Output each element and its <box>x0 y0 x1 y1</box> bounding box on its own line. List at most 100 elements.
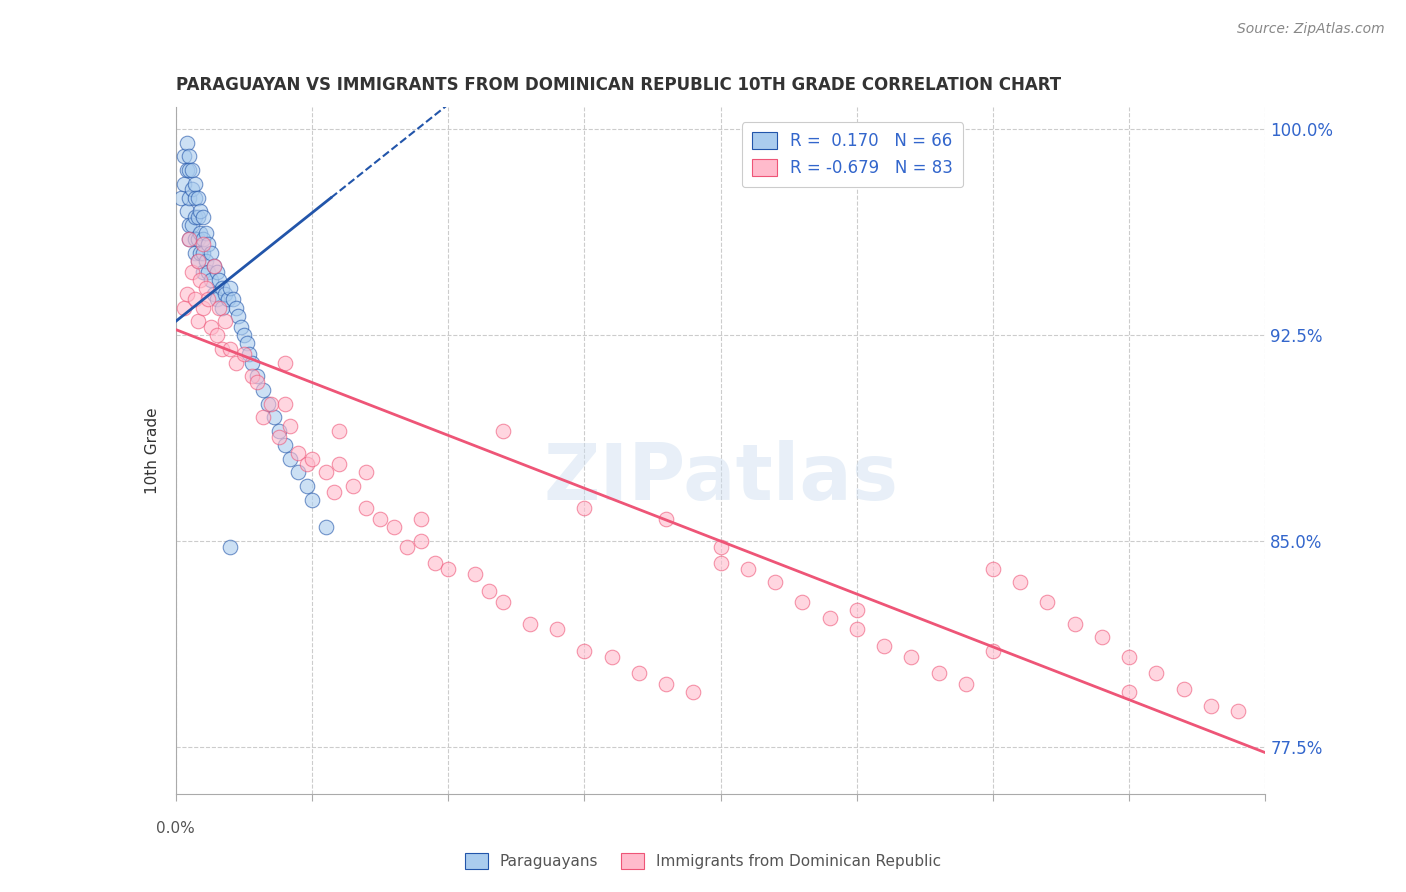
Text: 0.0%: 0.0% <box>156 822 195 837</box>
Point <box>184 191 207 205</box>
Point <box>1199 698 1222 713</box>
Point <box>627 665 650 680</box>
Point <box>1118 685 1140 699</box>
Point <box>184 293 207 307</box>
Point <box>478 583 501 598</box>
Point <box>197 237 219 252</box>
Point <box>176 136 198 150</box>
Point <box>202 260 225 274</box>
Point <box>873 639 896 653</box>
Text: PARAGUAYAN VS IMMIGRANTS FROM DOMINICAN REPUBLIC 10TH GRADE CORRELATION CHART: PARAGUAYAN VS IMMIGRANTS FROM DOMINICAN … <box>176 77 1062 95</box>
Point <box>763 575 786 590</box>
Text: Source: ZipAtlas.com: Source: ZipAtlas.com <box>1237 22 1385 37</box>
Point <box>176 163 198 178</box>
Point <box>574 501 596 516</box>
Point <box>981 644 1004 658</box>
Point <box>219 281 242 295</box>
Point <box>191 245 214 260</box>
Point <box>274 397 297 411</box>
Point <box>173 149 195 163</box>
Point <box>900 649 922 664</box>
Point <box>191 237 214 252</box>
Point <box>737 561 759 575</box>
Point <box>368 512 391 526</box>
Point <box>342 479 364 493</box>
Point <box>202 286 225 301</box>
Point <box>194 253 217 268</box>
Point <box>176 286 198 301</box>
Point <box>179 232 201 246</box>
Point <box>792 594 814 608</box>
Point <box>184 210 207 224</box>
Point <box>845 622 868 636</box>
Point <box>464 567 486 582</box>
Point <box>1227 705 1250 719</box>
Point <box>181 163 204 178</box>
Point <box>263 410 285 425</box>
Point <box>235 336 257 351</box>
Point <box>574 644 596 658</box>
Point <box>655 512 678 526</box>
Point <box>1010 575 1032 590</box>
Point <box>211 342 233 356</box>
Point <box>184 232 207 246</box>
Point <box>214 286 236 301</box>
Point <box>295 479 318 493</box>
Point <box>278 451 301 466</box>
Point <box>274 355 297 369</box>
Point <box>409 512 432 526</box>
Point <box>1063 616 1085 631</box>
Point <box>328 457 350 471</box>
Point <box>818 611 841 625</box>
Point <box>200 273 222 287</box>
Point <box>655 677 678 691</box>
Point <box>295 457 318 471</box>
Point <box>211 301 233 315</box>
Point <box>211 281 233 295</box>
Point <box>1091 630 1114 644</box>
Point <box>315 466 337 480</box>
Point <box>222 293 245 307</box>
Point <box>219 342 242 356</box>
Y-axis label: 10th Grade: 10th Grade <box>145 407 160 494</box>
Point <box>205 293 228 307</box>
Point <box>228 309 250 323</box>
Point <box>928 665 950 680</box>
Point <box>240 355 263 369</box>
Point <box>238 347 260 361</box>
Point <box>955 677 977 691</box>
Point <box>492 594 515 608</box>
Point <box>246 375 269 389</box>
Point <box>186 253 209 268</box>
Point <box>214 314 236 328</box>
Point <box>260 397 283 411</box>
Point <box>194 227 217 241</box>
Point <box>170 191 193 205</box>
Point <box>217 293 239 307</box>
Point <box>356 466 378 480</box>
Point <box>186 253 209 268</box>
Point <box>1144 665 1167 680</box>
Point <box>252 383 274 397</box>
Point <box>225 355 247 369</box>
Point <box>186 314 209 328</box>
Point <box>396 540 419 554</box>
Point <box>600 649 623 664</box>
Point <box>423 556 446 570</box>
Point <box>205 265 228 279</box>
Point <box>710 540 733 554</box>
Point <box>173 301 195 315</box>
Point <box>240 369 263 384</box>
Text: ZIPatlas: ZIPatlas <box>543 440 898 516</box>
Point <box>246 369 269 384</box>
Point <box>200 245 222 260</box>
Legend: Paraguayans, Immigrants from Dominican Republic: Paraguayans, Immigrants from Dominican R… <box>458 847 948 875</box>
Point <box>205 328 228 343</box>
Point <box>179 149 201 163</box>
Point <box>181 182 204 196</box>
Point <box>232 328 254 343</box>
Point <box>200 319 222 334</box>
Point <box>356 501 378 516</box>
Point <box>231 319 253 334</box>
Point <box>274 438 297 452</box>
